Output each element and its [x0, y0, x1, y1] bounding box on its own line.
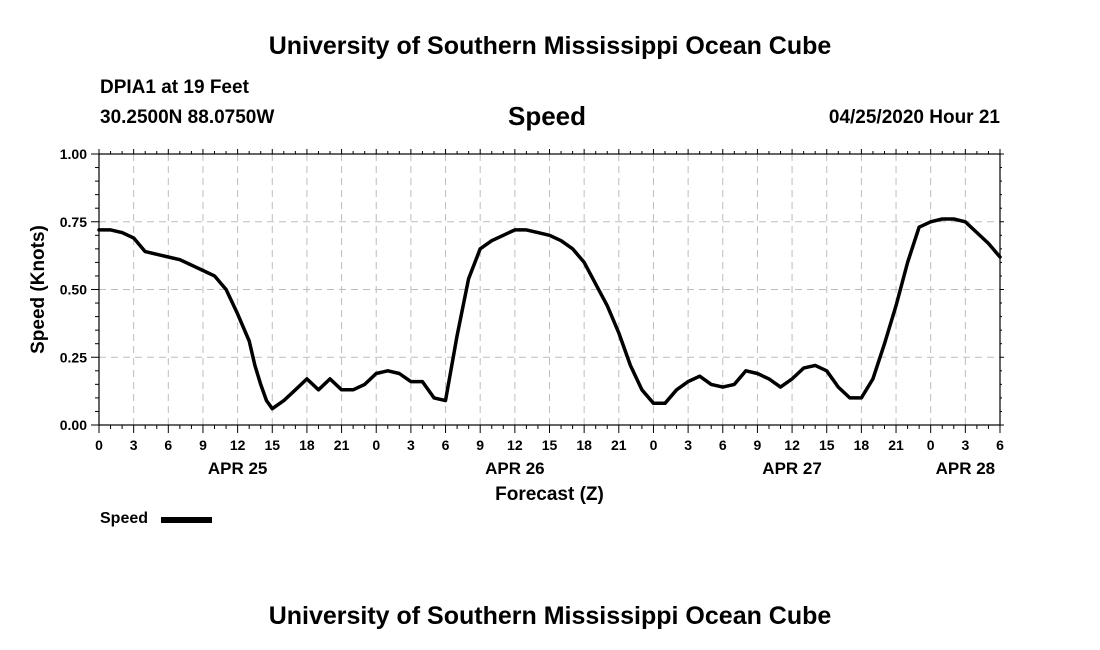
x-tick-label: 3 — [961, 437, 969, 453]
page-title-bottom: University of Southern Mississippi Ocean… — [268, 602, 832, 630]
x-tick-label: 12 — [507, 437, 523, 453]
y-tick-label: 0.00 — [60, 417, 87, 433]
x-tick-label: 6 — [164, 437, 172, 453]
legend-swatch — [161, 517, 212, 523]
y-tick-label: 0.50 — [60, 282, 87, 298]
x-tick-label: 0 — [372, 437, 380, 453]
x-tick-label: 15 — [819, 437, 835, 453]
date-label: APR 27 — [762, 459, 822, 478]
x-tick-label: 9 — [199, 437, 207, 453]
x-tick-label: 0 — [95, 437, 103, 453]
axis-layer — [91, 149, 1004, 433]
location-label: 30.2500N 88.0750W — [100, 107, 275, 128]
x-tick-label: 6 — [442, 437, 450, 453]
datetime-label: 04/25/2020 Hour 21 — [828, 107, 1000, 128]
x-tick-label: 6 — [996, 437, 1004, 453]
x-tick-label: 12 — [784, 437, 800, 453]
x-tick-label: 18 — [299, 437, 315, 453]
x-tick-label: 3 — [407, 437, 415, 453]
x-tick-label: 0 — [650, 437, 658, 453]
legend-label: Speed — [100, 510, 149, 527]
page-title-top: University of Southern Mississippi Ocean… — [268, 32, 832, 60]
x-tick-label: 15 — [264, 437, 280, 453]
x-tick-label: 0 — [927, 437, 935, 453]
label-layer: 0.00 0.25 0.50 0.75 1.00 0 3 6 9 12 15 18 21 0 3 6 9 12 15… — [28, 146, 1004, 505]
x-tick-label: 6 — [719, 437, 727, 453]
x-axis-label: Forecast (Z) — [495, 484, 604, 505]
date-label: APR 25 — [208, 459, 268, 478]
y-tick-label: 0.75 — [60, 214, 87, 230]
x-tick-label: 18 — [854, 437, 870, 453]
y-tick-label: 0.25 — [60, 349, 87, 365]
y-tick-label: 1.00 — [60, 146, 87, 162]
x-tick-label: 18 — [576, 437, 592, 453]
x-tick-label: 21 — [611, 437, 627, 453]
date-label: APR 28 — [936, 459, 996, 478]
x-tick-label: 9 — [754, 437, 762, 453]
x-tick-label: 15 — [542, 437, 558, 453]
x-tick-label: 21 — [888, 437, 904, 453]
x-tick-label: 3 — [684, 437, 692, 453]
x-tick-label: 12 — [230, 437, 246, 453]
series-line-speed — [97, 217, 1002, 411]
x-tick-label: 21 — [334, 437, 350, 453]
x-tick-label: 3 — [130, 437, 138, 453]
y-axis-label: Speed (Knots) — [28, 225, 49, 354]
chart-title: Speed — [508, 101, 587, 131]
grid-layer — [99, 154, 1000, 425]
x-tick-label: 9 — [476, 437, 484, 453]
station-label: DPIA1 at 19 Feet — [100, 77, 249, 98]
series-layer — [97, 217, 1002, 411]
date-label: APR 26 — [485, 459, 545, 478]
